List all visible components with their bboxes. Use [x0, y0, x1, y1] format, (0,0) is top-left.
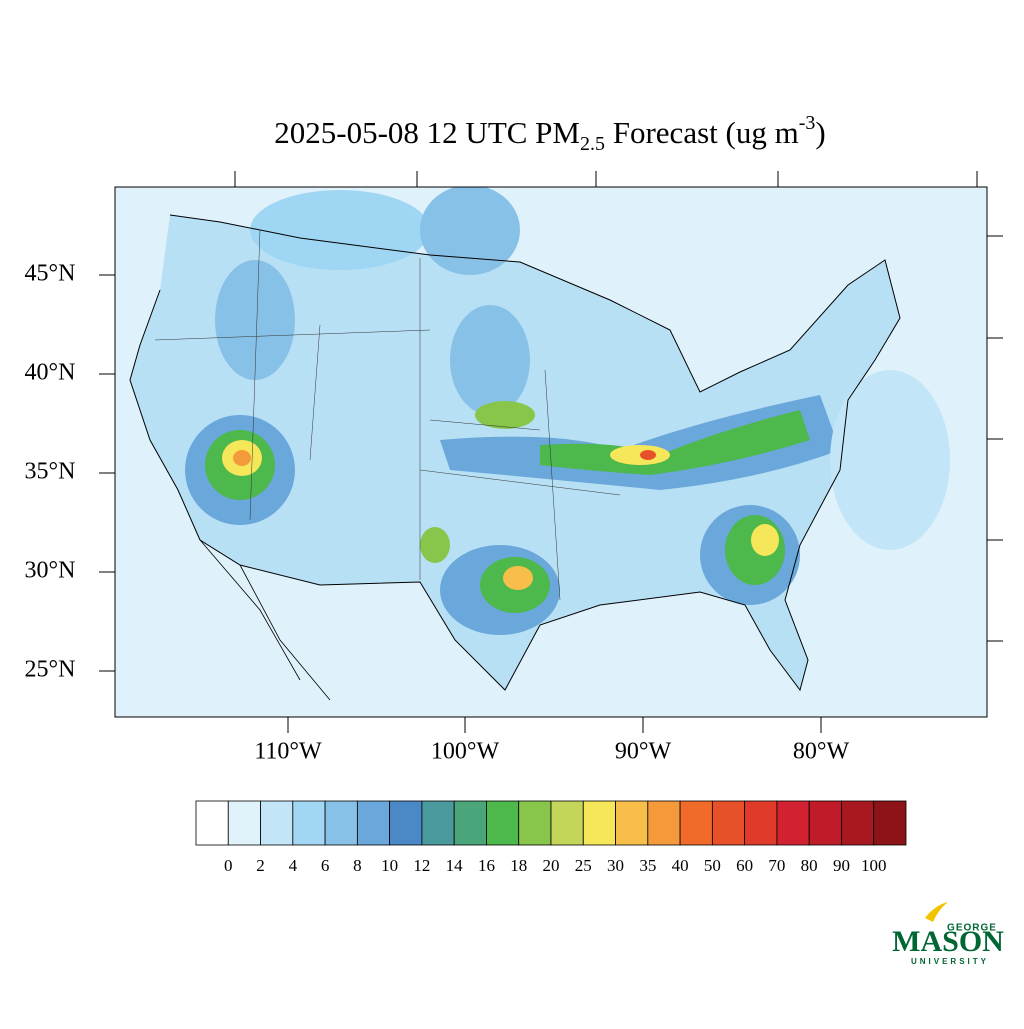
title: 2025-05-08 12 UTC PM2.5 Forecast (ug m-3… — [274, 112, 825, 155]
colorbar-label: 16 — [478, 856, 495, 875]
colorbar-swatch — [841, 800, 875, 846]
concentration-field — [129, 187, 950, 701]
field-blob — [751, 524, 779, 556]
colorbar-swatch — [518, 800, 552, 846]
colorbar-label: 6 — [321, 856, 330, 875]
colorbar-swatch — [486, 800, 520, 846]
colorbar-swatch — [647, 800, 681, 846]
colorbar-swatch — [808, 800, 842, 846]
colorbar-swatch — [615, 800, 649, 846]
field-blob — [640, 450, 656, 460]
colorbar-label: 25 — [575, 856, 592, 875]
colorbar-swatch — [389, 800, 423, 846]
colorbar-label: 100 — [861, 856, 887, 875]
field-blob — [215, 260, 295, 380]
colorbar-swatch — [744, 800, 778, 846]
field-band — [440, 395, 840, 490]
field-blob — [475, 401, 535, 429]
colorbar-swatch — [324, 800, 358, 846]
title-subscript: 2.5 — [580, 133, 605, 155]
colorbar-swatch — [776, 800, 810, 846]
state-borders — [154, 229, 621, 601]
colorbar-swatch — [550, 800, 584, 846]
graticule-ticks — [99, 171, 1003, 733]
colorbar-label: 0 — [224, 856, 233, 875]
colorbar-label: 35 — [639, 856, 656, 875]
title-superscript: -3 — [799, 112, 816, 134]
colorbar-swatch — [679, 800, 713, 846]
lon-label: 100°W — [431, 739, 500, 765]
colorbar: 0 2 4 6 8 10 12 14 16 18 20 25 30 35 40 50 60 70 80 90 100 — [195, 800, 907, 875]
field-blob — [250, 190, 430, 270]
field-blob — [420, 187, 520, 275]
field-blob — [450, 305, 530, 415]
logo-top: GEORGE — [947, 923, 997, 934]
mexico-coast — [199, 539, 331, 701]
colorbar-swatch — [873, 800, 907, 846]
colorbar-label: 20 — [543, 856, 560, 875]
lon-label: 90°W — [615, 739, 672, 765]
field-blob — [830, 370, 950, 550]
colorbar-swatch — [227, 800, 261, 846]
colorbar-label: 2 — [256, 856, 265, 875]
colorbar-label: 50 — [704, 856, 721, 875]
longitude-labels: 110°W 100°W 90°W 80°W — [254, 739, 849, 765]
colorbar-label: 8 — [353, 856, 362, 875]
colorbar-label: 4 — [289, 856, 298, 875]
field-blob — [233, 450, 251, 466]
coastline — [129, 214, 901, 692]
lat-label: 40°N — [25, 360, 76, 386]
lon-label: 80°W — [793, 739, 850, 765]
field-blob — [420, 527, 450, 563]
colorbar-swatch — [292, 800, 326, 846]
colorbar-swatch — [711, 800, 746, 846]
colorbar-label: 60 — [736, 856, 753, 875]
logo-bottom: UNIVERSITY — [911, 957, 989, 966]
colorbar-label: 18 — [510, 856, 527, 875]
colorbar-label: 10 — [381, 856, 398, 875]
colorbar-swatch — [195, 800, 229, 846]
colorbar-label: 40 — [672, 856, 689, 875]
lon-label: 110°W — [254, 739, 322, 765]
colorbar-swatch — [260, 800, 294, 846]
colorbar-label: 90 — [833, 856, 850, 875]
lat-label: 30°N — [25, 558, 76, 584]
logo-main: MASON — [892, 925, 1004, 958]
field-blob — [503, 566, 533, 590]
colorbar-swatch — [421, 800, 455, 846]
lat-label: 45°N — [25, 261, 76, 287]
map-frame — [114, 186, 988, 718]
colorbar-swatch — [453, 800, 487, 846]
colorbar-label: 12 — [413, 856, 430, 875]
logo: GEORGE MASON UNIVERSITY — [892, 902, 1004, 966]
logo-swoosh — [925, 902, 948, 922]
lat-label: 25°N — [25, 657, 76, 683]
title-main: 2025-05-08 12 UTC PM — [274, 115, 580, 150]
colorbar-label: 70 — [768, 856, 785, 875]
lat-label: 35°N — [25, 459, 76, 485]
colorbar-swatch — [582, 800, 616, 846]
colorbar-swatch — [356, 800, 391, 846]
latitude-labels: 45°N 40°N 35°N 30°N 25°N — [25, 261, 76, 683]
field-band — [540, 410, 810, 475]
title-end: ) — [815, 115, 825, 150]
map: 45°N 40°N 35°N 30°N 25°N 110°W 100°W 90°… — [25, 171, 1003, 765]
colorbar-label: 14 — [446, 856, 464, 875]
colorbar-label: 80 — [801, 856, 818, 875]
title-middle: Forecast (ug m — [605, 115, 799, 150]
colorbar-label: 30 — [607, 856, 624, 875]
